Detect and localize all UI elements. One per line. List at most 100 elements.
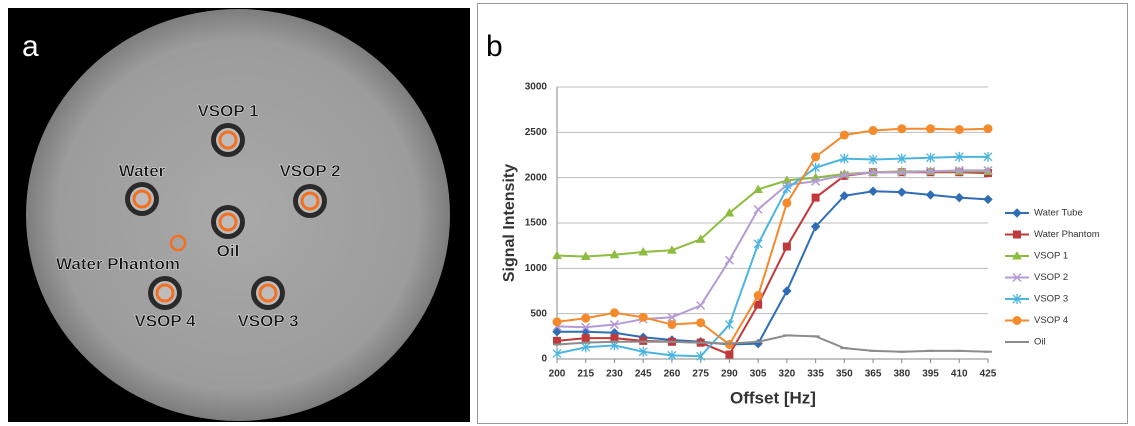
- marker: [667, 320, 677, 330]
- marker: [811, 162, 821, 173]
- marker: [667, 350, 677, 361]
- legend-marker: [1012, 294, 1022, 304]
- marker: [753, 204, 763, 214]
- y-tick-label: 1500: [525, 218, 548, 229]
- marker: [580, 251, 591, 261]
- marker: [954, 192, 964, 203]
- marker: [897, 124, 907, 134]
- marker: [581, 342, 591, 353]
- legend-marker: [1013, 230, 1021, 239]
- marker: [725, 350, 734, 359]
- marker: [696, 318, 706, 328]
- annotation: Water: [119, 161, 166, 180]
- marker: [753, 238, 763, 249]
- marker: [897, 187, 907, 197]
- roi: [258, 283, 278, 303]
- legend-marker: [1012, 208, 1022, 218]
- marker: [552, 348, 562, 359]
- marker: [811, 176, 821, 186]
- marker: [897, 153, 907, 164]
- annotation: VSOP 1: [197, 101, 258, 120]
- marker: [638, 346, 648, 357]
- series-line: [557, 190, 989, 346]
- marker: [667, 312, 677, 322]
- legend-marker: [1012, 272, 1022, 283]
- marker: [868, 126, 878, 136]
- marker: [983, 194, 993, 205]
- legend-label: VSOP 4: [1034, 315, 1068, 326]
- marker: [581, 334, 590, 343]
- marker: [782, 242, 791, 251]
- annotation: Water Phantom: [56, 254, 180, 273]
- marker: [696, 300, 706, 311]
- marker: [667, 245, 677, 254]
- annotation: Oil: [217, 241, 240, 260]
- marker: [839, 130, 849, 140]
- chart-frame: [477, 3, 1128, 424]
- x-tick-label: 215: [577, 369, 594, 380]
- y-tick-label: 0: [541, 354, 547, 365]
- marker: [724, 208, 735, 217]
- marker: [782, 198, 792, 208]
- legend-label: Water Phantom: [1034, 229, 1100, 240]
- marker: [926, 166, 936, 176]
- roi: [218, 212, 238, 232]
- series-line: [556, 155, 988, 358]
- marker: [868, 167, 878, 177]
- y-tick-label: 500: [530, 308, 547, 319]
- marker: [782, 286, 792, 296]
- marker: [609, 320, 619, 330]
- y-tick-label: 3000: [525, 82, 548, 93]
- legend-marker: [1012, 250, 1022, 260]
- marker: [609, 308, 619, 318]
- legend-label: Oil: [1034, 337, 1046, 348]
- x-tick-label: 200: [549, 369, 566, 380]
- marker: [609, 249, 620, 259]
- marker: [754, 300, 763, 309]
- x-tick-label: 275: [692, 369, 709, 380]
- marker: [552, 327, 562, 337]
- x-tick-label: 230: [606, 369, 623, 380]
- annotation: VSOP 3: [237, 311, 298, 330]
- x-tick-label: 350: [836, 369, 853, 380]
- marker: [839, 191, 850, 201]
- marker: [868, 186, 878, 196]
- marker: [925, 190, 936, 200]
- legend-label: Water Tube: [1034, 208, 1083, 219]
- marker: [868, 154, 878, 165]
- marker: [753, 291, 763, 301]
- roi: [300, 191, 320, 211]
- legend-marker: [1012, 316, 1022, 325]
- marker: [954, 151, 964, 162]
- marker: [839, 153, 849, 164]
- y-tick-label: 2000: [525, 172, 548, 183]
- legend-label: VSOP 1: [1034, 251, 1068, 262]
- x-tick-label: 395: [922, 369, 939, 380]
- marker: [983, 165, 993, 175]
- marker: [954, 125, 964, 135]
- marker: [983, 151, 993, 162]
- roi: [169, 234, 187, 252]
- marker: [897, 167, 907, 177]
- marker: [983, 124, 993, 134]
- roi: [132, 189, 152, 209]
- series-line: [556, 169, 988, 329]
- annotation: VSOP 4: [134, 311, 196, 330]
- x-tick-label: 380: [893, 369, 910, 380]
- marker: [782, 183, 792, 194]
- series-line: [556, 127, 989, 346]
- marker: [638, 312, 648, 322]
- x-tick-label: 245: [635, 369, 652, 380]
- panel-label: b: [486, 30, 503, 63]
- marker: [552, 250, 562, 260]
- roi: [218, 130, 238, 150]
- x-tick-label: 260: [664, 369, 681, 380]
- y-axis-label: Signal Intensity: [501, 164, 518, 282]
- roi: [155, 283, 175, 303]
- x-tick-label: 425: [980, 369, 997, 380]
- panel-label: a: [22, 30, 39, 63]
- marker: [954, 165, 964, 175]
- x-tick-label: 335: [807, 369, 824, 380]
- marker: [926, 124, 936, 134]
